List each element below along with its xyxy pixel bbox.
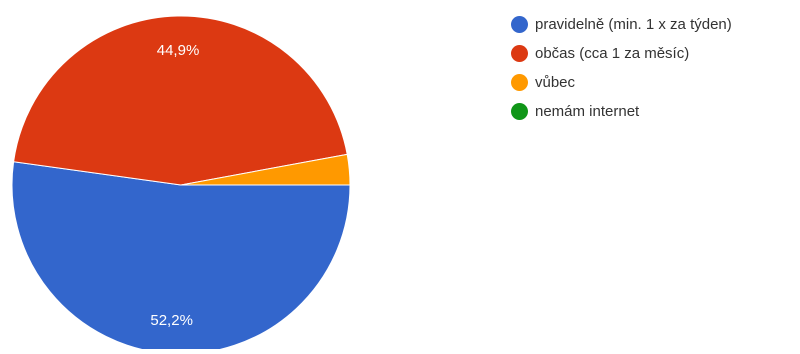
data-label-obcas: 44,9% bbox=[157, 42, 200, 59]
legend-item-vubec[interactable]: vůbec bbox=[511, 72, 732, 92]
legend-label-obcas: občas (cca 1 za měsíc) bbox=[535, 44, 690, 62]
legend-swatch-pravidelne bbox=[511, 15, 528, 33]
pie-slice-vubec[interactable] bbox=[180, 153, 351, 186]
legend-item-pravidelne[interactable]: pravidelně (min. 1 x za týden) bbox=[511, 14, 732, 34]
pie-slice-obcas[interactable] bbox=[13, 15, 348, 186]
chart-legend: pravidelně (min. 1 x za týden) občas (cc… bbox=[511, 14, 732, 121]
data-label-pravidelne: 52,2% bbox=[150, 312, 193, 329]
legend-item-nemam-internet[interactable]: nemám internet bbox=[511, 101, 732, 121]
legend-swatch-obcas bbox=[511, 44, 528, 62]
legend-swatch-vubec bbox=[511, 73, 528, 91]
legend-swatch-nemam-internet bbox=[511, 102, 528, 120]
legend-item-obcas[interactable]: občas (cca 1 za měsíc) bbox=[511, 43, 732, 63]
legend-label-vubec: vůbec bbox=[535, 73, 576, 91]
legend-label-nemam-internet: nemám internet bbox=[535, 102, 640, 120]
legend-label-pravidelne: pravidelně (min. 1 x za týden) bbox=[535, 15, 732, 33]
